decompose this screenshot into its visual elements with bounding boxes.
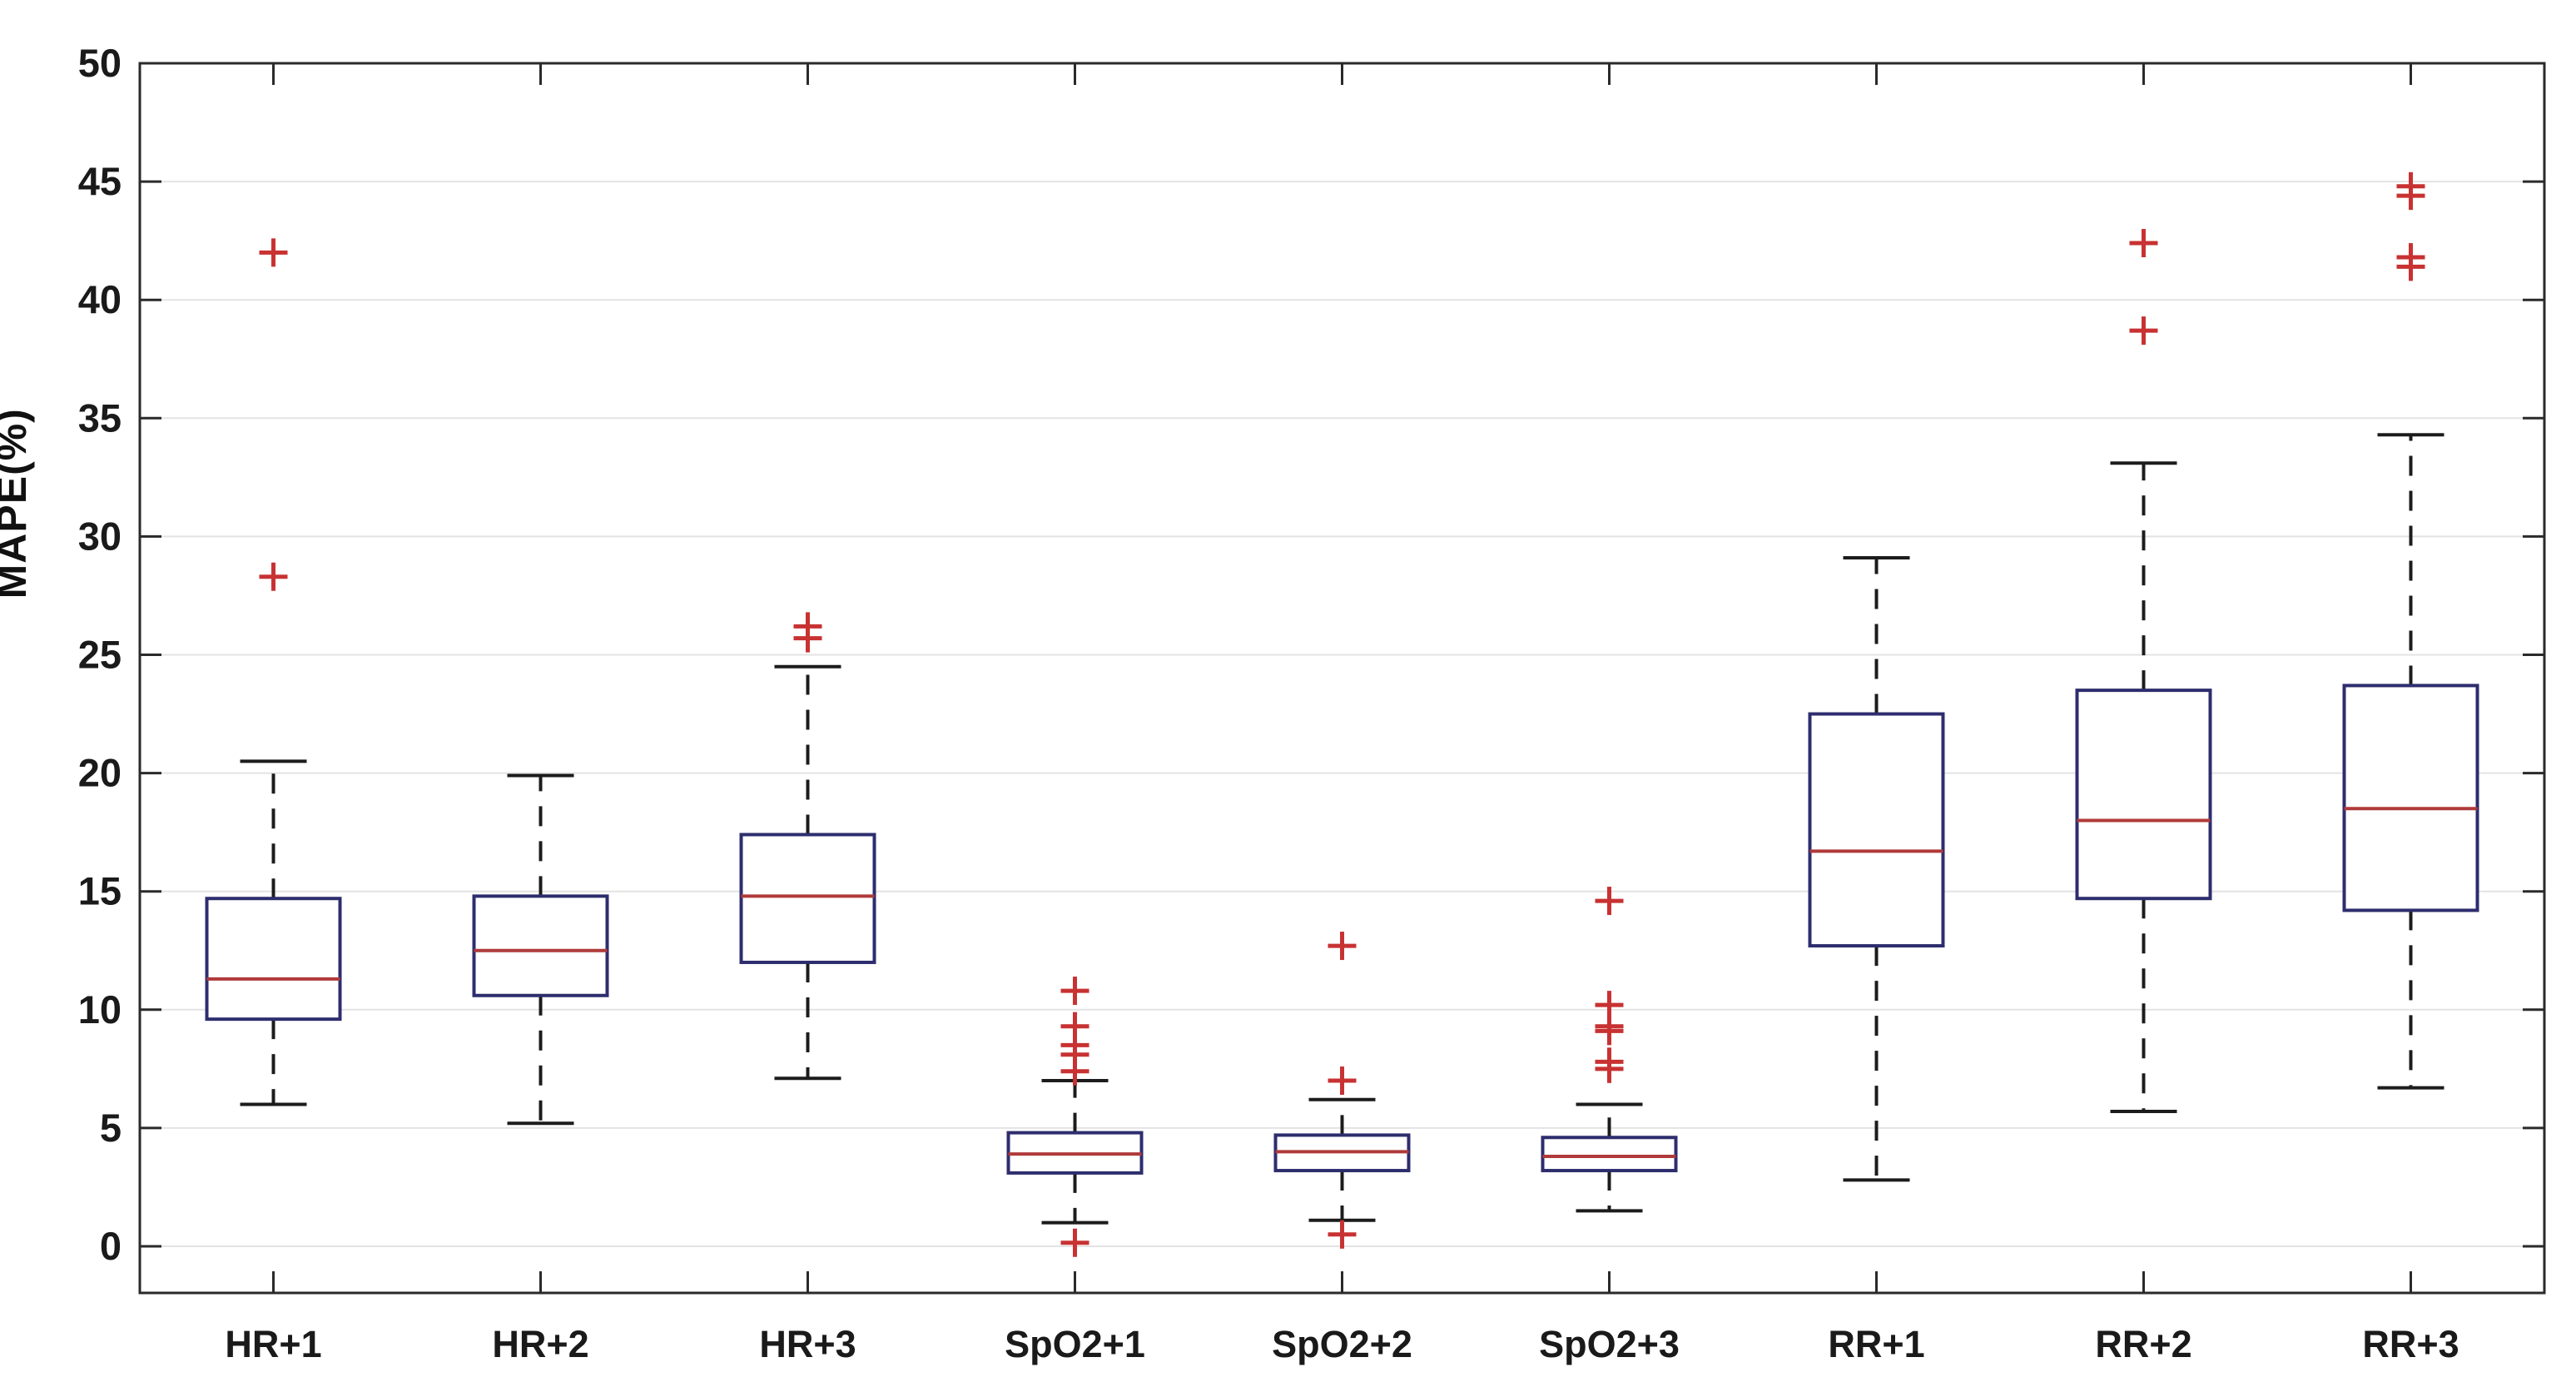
- y-tick-label: 50: [78, 41, 122, 85]
- x-tick-label: HR+2: [492, 1323, 588, 1365]
- y-tick-label: 30: [78, 514, 122, 558]
- y-tick-label: 20: [78, 751, 122, 795]
- x-tick-label: RR+2: [2095, 1323, 2191, 1365]
- x-tick-label: SpO2+1: [1005, 1323, 1145, 1365]
- box-HR+1: [205, 897, 342, 1022]
- box-RR+2: [2075, 689, 2212, 901]
- y-tick-label: 35: [78, 395, 122, 440]
- box-RR+3: [2342, 684, 2479, 912]
- x-tick-label: RR+3: [2362, 1323, 2459, 1365]
- y-tick-label: 15: [78, 869, 122, 913]
- x-tick-label: SpO2+2: [1272, 1323, 1412, 1365]
- plot-border: [138, 62, 2546, 1295]
- y-tick-label: 40: [78, 277, 122, 321]
- y-tick-label: 10: [78, 987, 122, 1032]
- x-tick-label: RR+1: [1828, 1323, 1924, 1365]
- x-tick-label: SpO2+3: [1539, 1323, 1680, 1365]
- x-tick-label: HR+1: [225, 1323, 321, 1365]
- box-SpO2+3: [1541, 1136, 1678, 1173]
- y-tick-label: 45: [78, 159, 122, 203]
- box-HR+2: [472, 894, 609, 997]
- box-HR+3: [739, 833, 876, 964]
- y-tick-label: 5: [100, 1106, 122, 1150]
- y-tick-label: 0: [100, 1224, 122, 1268]
- y-axis-title: MAPE(%): [0, 408, 35, 599]
- x-tick-label: HR+3: [759, 1323, 856, 1365]
- box-RR+1: [1808, 712, 1945, 948]
- y-tick-label: 25: [78, 633, 122, 677]
